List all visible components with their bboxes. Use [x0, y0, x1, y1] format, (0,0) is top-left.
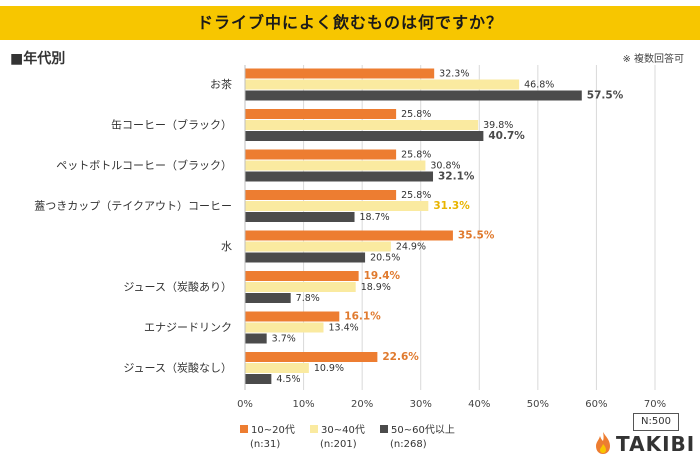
category-label: ジュース（炭酸あり）: [123, 280, 232, 294]
category-label: ジュース（炭酸なし）: [123, 361, 232, 375]
bar: [245, 171, 434, 182]
bar: [245, 374, 272, 384]
x-tick-label: 10%: [292, 399, 314, 410]
legend-label: 10~20代: [251, 425, 295, 436]
data-label: 10.9%: [314, 363, 344, 374]
data-label: 13.4%: [328, 323, 358, 334]
category-label: 水: [221, 240, 232, 253]
data-label: 18.9%: [361, 282, 391, 293]
data-label: 39.8%: [483, 120, 513, 131]
x-tick-label: 70%: [644, 399, 666, 410]
data-label: 4.5%: [276, 374, 300, 385]
data-label: 57.5%: [587, 90, 624, 102]
legend-sample: (n:268): [390, 439, 427, 450]
bar: [245, 90, 582, 101]
bar: [245, 160, 426, 171]
data-label: 19.4%: [364, 270, 401, 282]
bar: [245, 241, 391, 252]
data-label: 35.5%: [458, 230, 495, 242]
data-label: 25.8%: [401, 109, 431, 120]
x-tick-label: 40%: [468, 399, 490, 410]
x-tick-label: 0%: [237, 399, 253, 410]
data-label: 25.8%: [401, 150, 431, 161]
data-label: 20.5%: [370, 253, 400, 264]
bar: [245, 79, 520, 90]
x-tick-label: 60%: [585, 399, 607, 410]
bar: [245, 68, 435, 79]
data-label: 32.1%: [438, 171, 475, 183]
data-label: 22.6%: [382, 351, 419, 363]
data-label: 40.7%: [488, 130, 525, 142]
title-bar: ドライブ中によく飲むものは何ですか？: [0, 6, 700, 40]
bar: [245, 363, 309, 373]
x-tick-label: 50%: [527, 399, 549, 410]
legend-swatch: [310, 425, 318, 433]
bar: [245, 271, 359, 281]
legend-swatch: [380, 425, 388, 433]
bar: [245, 190, 397, 200]
multiple-answer-note: ※ 複数回答可: [622, 54, 684, 65]
data-label: 25.8%: [401, 190, 431, 201]
bar: [245, 333, 267, 344]
bar: [245, 230, 453, 241]
bar: [245, 293, 291, 303]
data-label: 31.3%: [433, 200, 470, 212]
chart-subtitle: ■年代別: [10, 51, 66, 67]
legend-item-50-60s: 50~60代以上 (n:268): [380, 424, 455, 452]
data-label: 3.7%: [272, 334, 296, 345]
legend-sample: (n:31): [250, 439, 281, 450]
legend-swatch: [240, 425, 248, 433]
legend-item-10-20s: 10~20代 (n:31): [240, 424, 295, 452]
bar: [245, 352, 378, 362]
category-label: ペットボトルコーヒー（ブラック）: [56, 158, 232, 172]
data-label: 16.1%: [344, 311, 381, 323]
chart-legend: 10~20代 (n:31) 30~40代 (n:201) 50~60代以上 (n…: [240, 424, 570, 460]
bar: [245, 201, 429, 211]
legend-label: 30~40代: [321, 425, 365, 436]
sample-size-badge: N:500: [633, 413, 679, 431]
bar: [245, 282, 356, 292]
brand-name: TAKIBI: [616, 432, 696, 456]
bar: [245, 311, 340, 322]
bar: [245, 131, 484, 141]
flame-icon: [596, 432, 610, 454]
data-label: 30.8%: [430, 161, 460, 172]
data-label: 18.7%: [360, 212, 390, 223]
data-label: 46.8%: [524, 80, 554, 91]
bar: [245, 212, 355, 222]
category-label: お茶: [210, 78, 232, 91]
data-label: 24.9%: [396, 242, 426, 253]
bar: [245, 322, 324, 333]
data-label: 7.8%: [296, 293, 320, 304]
data-label: 32.3%: [439, 69, 469, 80]
category-label: 缶コーヒー（ブラック）: [111, 118, 232, 132]
category-label: 蓋つきカップ（テイクアウト）コーヒー: [34, 200, 232, 213]
bar: [245, 252, 366, 263]
legend-sample: (n:201): [320, 439, 357, 450]
bar: [245, 120, 479, 130]
bar: [245, 109, 397, 119]
bar: [245, 149, 397, 160]
x-tick-label: 20%: [351, 399, 373, 410]
chart-title: ドライブ中によく飲むものは何ですか？: [196, 13, 503, 32]
bar-chart: 0% 10% 20% 30% 40% 50% 60% 70% お茶 32.3% 46.8% 57.5%…: [34, 65, 666, 410]
legend-item-30-40s: 30~40代 (n:201): [310, 424, 365, 452]
category-label: エナジードリンク: [144, 321, 232, 334]
legend-label: 50~60代以上: [391, 425, 455, 436]
x-tick-label: 30%: [410, 399, 432, 410]
